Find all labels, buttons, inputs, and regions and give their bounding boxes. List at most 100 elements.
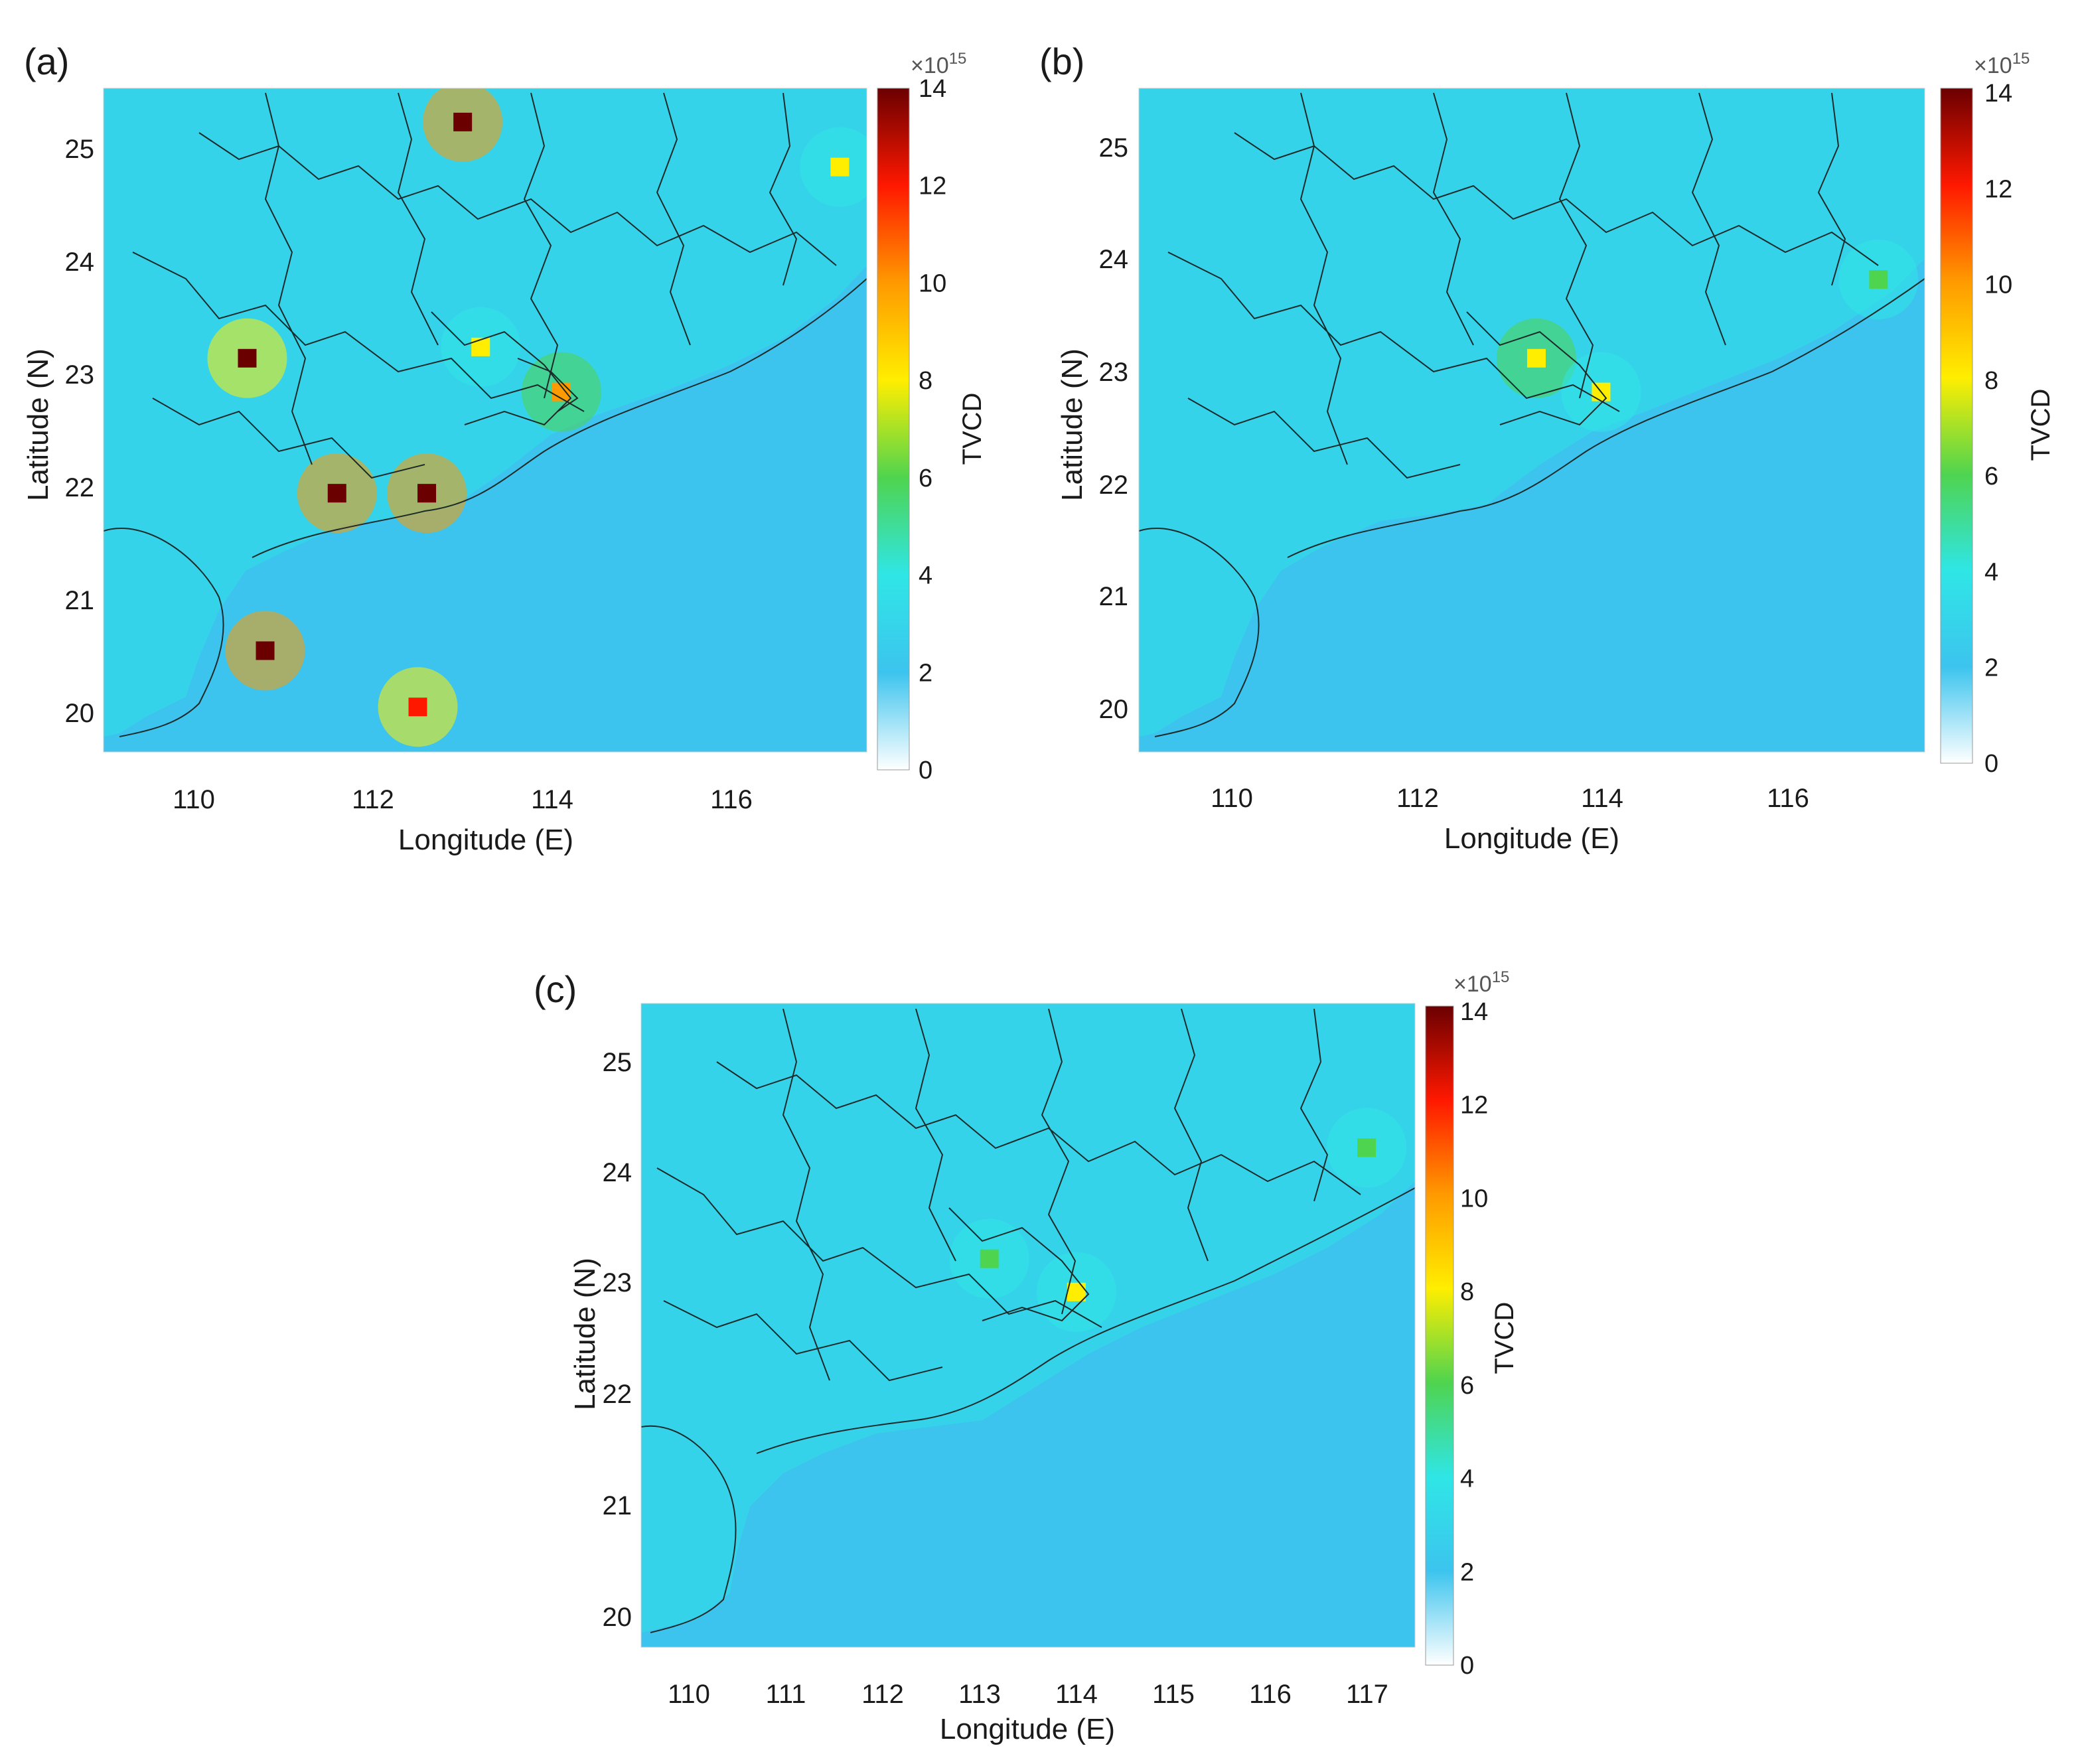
- panel-b-ytick-23: 23: [1099, 358, 1129, 387]
- panel-a-ytick-20: 20: [65, 699, 95, 728]
- panel-c-map: [641, 1003, 1415, 1647]
- panel-a: (a) 20 21 22: [22, 40, 987, 856]
- colorbar-tick-label: 6: [1984, 463, 1998, 490]
- panel-a-ytick-22: 22: [65, 473, 95, 502]
- panel-b-yticks: 20 21 22 23 24 25: [1099, 133, 1129, 724]
- panel-a-map: [104, 88, 867, 752]
- hotspot-cell: [471, 337, 490, 356]
- panel-a-xlabel: Longitude (E): [398, 824, 573, 856]
- colorbar-tick-label: 14: [1984, 80, 2012, 108]
- panel-b-map: [1139, 88, 1925, 752]
- panel-b: (b) 20 21 22 23: [1039, 40, 2055, 855]
- panel-b-borders: [1139, 92, 1925, 737]
- panel-c-ylabel: Latitude (N): [569, 1258, 601, 1410]
- colorbar-tick-label: 12: [1460, 1092, 1488, 1120]
- hotspot-cell: [1869, 270, 1888, 289]
- hotspot-cell: [256, 641, 275, 660]
- panel-c-yticks: 20 21 22 23 24 25: [603, 1048, 632, 1632]
- panel-b-xtick-114: 114: [1581, 784, 1623, 813]
- panel-a-ytick-24: 24: [65, 248, 95, 277]
- panel-a-colorbar: 0 2 4 6 8 10 12 14 ×1015 TVCD: [877, 50, 987, 784]
- colorbar-tick-label: 8: [919, 367, 932, 395]
- colorbar-tick-label: 12: [1984, 175, 2012, 203]
- colorbar-tick-label: 4: [919, 562, 932, 590]
- panel-b-xtick-116: 116: [1767, 784, 1809, 813]
- panel-c-xticks: 110 111 112 113 114 115 116 117: [668, 1680, 1388, 1709]
- panel-c-ytick-24: 24: [603, 1158, 632, 1187]
- panel-c-colorbar-bar: [1425, 1005, 1454, 1666]
- panel-c-xlabel: Longitude (E): [940, 1713, 1115, 1745]
- panel-b-land: [1139, 88, 1925, 737]
- panel-c-ytick-25: 25: [603, 1048, 632, 1077]
- panel-a-xticks: 110 112 114 116: [173, 785, 753, 814]
- colorbar-tick-label: 12: [919, 173, 946, 200]
- panel-c-label: (c): [534, 968, 577, 1010]
- panel-c-ytick-23: 23: [603, 1268, 632, 1297]
- panel-a-borders: [104, 92, 867, 737]
- colorbar-tick-label: 2: [919, 659, 932, 687]
- hotspot-cell: [238, 348, 257, 368]
- panel-c-xtick-110: 110: [668, 1680, 710, 1709]
- colorbar-tick-label: 4: [1984, 558, 1998, 586]
- colorbar-tick-label: 6: [1460, 1372, 1474, 1400]
- hotspot-cell: [1067, 1282, 1086, 1301]
- panel-c-colorbar-title: TVCD: [1490, 1302, 1519, 1374]
- panel-a-land: [104, 88, 867, 737]
- colorbar-tick-label: 2: [1984, 654, 1998, 682]
- panel-b-colorbar-title: TVCD: [2026, 389, 2055, 461]
- panel-c-frame: [640, 1003, 1416, 1648]
- panel-c-colorbar-multiplier: ×1015: [1453, 968, 1509, 997]
- colorbar-tick-label: 0: [919, 757, 932, 784]
- hotspot-cell: [327, 484, 346, 503]
- panel-c-ytick-20: 20: [603, 1603, 632, 1632]
- panel-a-frame: [103, 88, 867, 753]
- panel-a-ylabel: Latitude (N): [22, 348, 54, 501]
- colorbar-tick-label: 14: [919, 75, 946, 103]
- panel-b-ytick-22: 22: [1099, 471, 1129, 500]
- panel-a-colorbar-bar: [877, 88, 910, 771]
- hotspot-cell: [1526, 348, 1546, 368]
- panel-a-xtick-112: 112: [352, 785, 394, 814]
- panel-b-ytick-21: 21: [1099, 582, 1129, 611]
- panel-a-label: (a): [24, 40, 69, 82]
- panel-c-xtick-116: 116: [1249, 1680, 1292, 1709]
- panel-c: (c) 20 21 22 23: [534, 968, 1519, 1745]
- panel-a-xtick-116: 116: [710, 785, 753, 814]
- panel-a-ytick-23: 23: [65, 360, 95, 390]
- panel-c-xtick-115: 115: [1152, 1680, 1195, 1709]
- panel-a-ytick-21: 21: [65, 586, 95, 615]
- panel-b-xtick-110: 110: [1211, 784, 1253, 813]
- panel-b-xlabel: Longitude (E): [1444, 822, 1619, 855]
- colorbar-tick-label: 10: [1984, 271, 2012, 299]
- panel-b-ytick-20: 20: [1099, 695, 1129, 724]
- panel-a-colorbar-title: TVCD: [958, 393, 987, 465]
- panel-c-ytick-21: 21: [603, 1491, 632, 1520]
- panel-a-ytick-25: 25: [65, 135, 95, 164]
- colorbar-tick-label: 2: [1460, 1558, 1474, 1586]
- panel-c-hotspots: [949, 1108, 1407, 1332]
- panel-c-ytick-22: 22: [603, 1380, 632, 1409]
- hotspot-cell: [980, 1249, 999, 1268]
- panel-c-land: [641, 1003, 1415, 1633]
- panel-c-borders: [641, 1008, 1415, 1633]
- panel-a-xtick-110: 110: [173, 785, 215, 814]
- hotspot-cell: [830, 157, 850, 177]
- panel-a-colorbar-multiplier: ×1015: [911, 50, 966, 78]
- panel-b-ytick-24: 24: [1099, 245, 1129, 274]
- panel-b-ytick-25: 25: [1099, 133, 1129, 163]
- colorbar-tick-label: 8: [1984, 367, 1998, 395]
- panel-b-colorbar: 0 2 4 6 8 10 12 14 ×1015 TVCD: [1940, 50, 2055, 778]
- panel-b-xtick-112: 112: [1396, 784, 1439, 813]
- panel-b-xticks: 110 112 114 116: [1211, 784, 1809, 813]
- panel-c-colorbar: 0 2 4 6 8 10 12 14 ×1015 TVCD: [1425, 968, 1519, 1680]
- colorbar-tick-label: 14: [1460, 998, 1488, 1026]
- panel-b-colorbar-multiplier: ×1015: [1974, 50, 2030, 78]
- panel-a-xtick-114: 114: [531, 785, 573, 814]
- colorbar-tick-label: 10: [919, 269, 946, 297]
- panel-b-ylabel: Latitude (N): [1056, 348, 1088, 501]
- colorbar-tick-label: 4: [1460, 1465, 1474, 1493]
- panel-c-xtick-117: 117: [1346, 1680, 1388, 1709]
- panel-b-label: (b): [1039, 40, 1084, 82]
- panel-c-xtick-113: 113: [958, 1680, 1001, 1709]
- hotspot-cell: [1357, 1138, 1376, 1157]
